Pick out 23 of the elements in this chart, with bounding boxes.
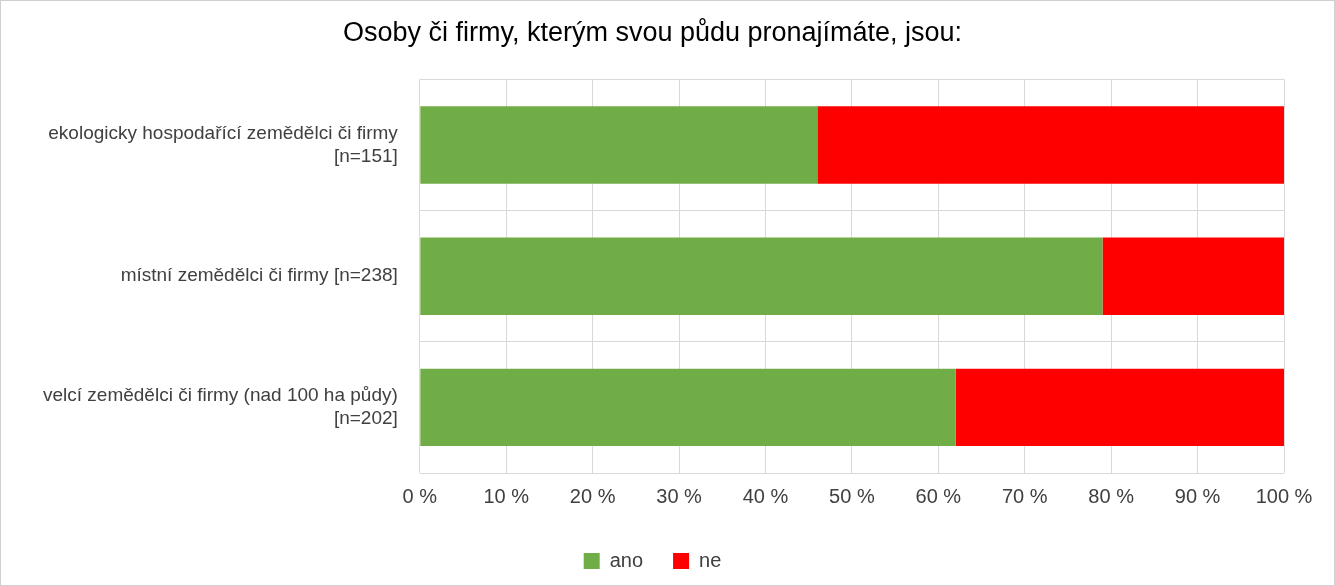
y-tick-label: velcí zemědělci či firmy (nad 100 ha půdy) [n=202]: [42, 384, 398, 429]
x-tick-label: 0 %: [402, 484, 438, 507]
x-tick-label: 30 %: [656, 484, 703, 507]
x-tick-label: 80 %: [1088, 484, 1135, 507]
legend-label: ano: [609, 548, 644, 571]
chart-title: Osoby či firmy, kterým svou půdu pronajímáte, jsou:: [342, 16, 963, 47]
bar: [817, 106, 1284, 184]
y-tick-label: ekologicky hospodařící zemědělci či firmy [n=151]: [48, 121, 399, 166]
x-tick-label: 60 %: [915, 484, 962, 507]
x-tick-label: 100 %: [1255, 484, 1313, 507]
x-tick-label: 10 %: [483, 484, 530, 507]
bar: [955, 368, 1284, 447]
bar: [420, 106, 818, 184]
bar: [420, 237, 1103, 315]
x-tick-label: 40 %: [742, 484, 789, 507]
x-tick-label: 20 %: [569, 484, 616, 507]
bar: [1102, 237, 1284, 315]
legend-label: ne: [699, 548, 722, 571]
x-tick-label: 50 %: [829, 484, 875, 507]
x-tick-label: 90 %: [1174, 484, 1221, 507]
y-tick-label: místní zemědělci či firmy [n=238]: [120, 264, 398, 286]
bar: [420, 368, 956, 447]
x-tick-label: 70 %: [1001, 484, 1048, 507]
